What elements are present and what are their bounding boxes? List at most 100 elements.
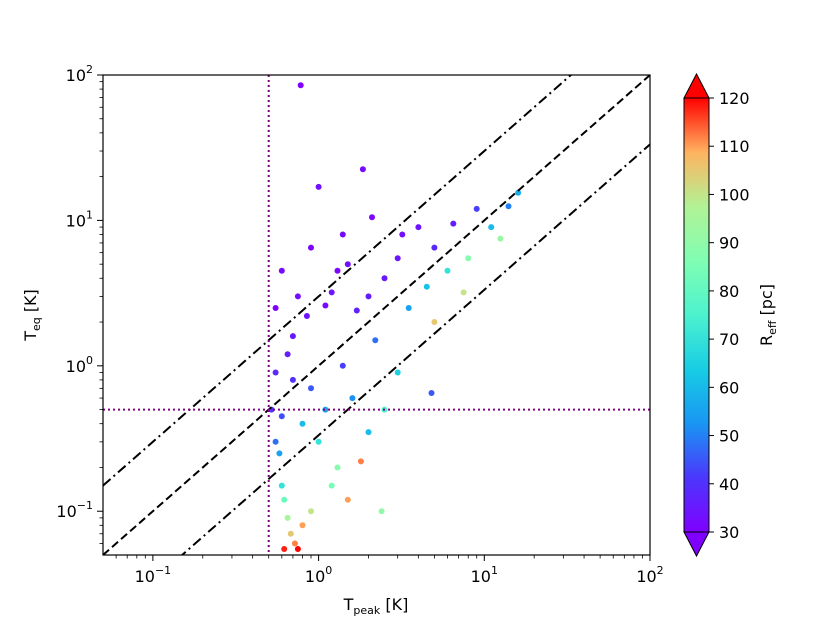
data-point xyxy=(272,438,279,445)
data-point xyxy=(281,496,288,503)
colorbar-tick-label: 70 xyxy=(719,330,739,349)
data-point xyxy=(465,255,472,262)
data-point xyxy=(344,261,351,268)
data-point xyxy=(460,289,467,296)
data-point xyxy=(291,540,298,547)
data-point xyxy=(473,205,480,212)
data-point xyxy=(369,214,375,221)
data-point xyxy=(339,362,346,369)
data-point xyxy=(299,420,306,427)
y-tick-label: 100 xyxy=(66,354,93,376)
data-point xyxy=(357,458,364,465)
data-point xyxy=(289,333,296,340)
y-axis-label: Teq [K] xyxy=(21,289,43,342)
data-point xyxy=(289,376,296,383)
data-point xyxy=(308,385,314,392)
x-tick-label: 10−1 xyxy=(135,564,172,586)
data-point xyxy=(284,351,291,358)
reference-lines xyxy=(103,75,650,555)
data-point xyxy=(378,508,385,515)
data-point xyxy=(431,244,438,251)
data-point xyxy=(450,220,457,227)
data-point xyxy=(284,514,291,521)
x-axis-ticks: 10−1 100 101 102 xyxy=(115,555,664,586)
data-point xyxy=(272,369,279,376)
data-point xyxy=(287,530,294,537)
data-point xyxy=(431,319,438,325)
data-point xyxy=(272,305,279,311)
data-point xyxy=(294,293,301,300)
data-point xyxy=(444,267,451,274)
colorbar-tick-label: 60 xyxy=(719,378,739,397)
colorbar-tick-label: 80 xyxy=(719,282,739,301)
data-point xyxy=(328,482,335,489)
data-point xyxy=(415,224,422,231)
plot-frame xyxy=(102,74,651,556)
data-point xyxy=(299,522,306,529)
data-point xyxy=(365,429,372,436)
data-point xyxy=(276,450,283,457)
data-point xyxy=(315,438,322,445)
data-point xyxy=(303,313,310,319)
data-point xyxy=(428,390,435,396)
data-point xyxy=(334,267,341,274)
data-point xyxy=(278,482,285,489)
data-point xyxy=(344,496,351,503)
colorbar-extend-top xyxy=(683,72,710,99)
data-point xyxy=(278,413,285,420)
data-point xyxy=(399,231,406,238)
data-point xyxy=(497,235,504,242)
colorbar-extend-bottom xyxy=(683,531,710,558)
data-point xyxy=(297,82,304,89)
y-tick-label: 102 xyxy=(66,63,93,85)
data-point xyxy=(488,224,495,231)
reference-line-ratio xyxy=(180,143,650,555)
data-point xyxy=(394,255,401,262)
colorbar-frame xyxy=(683,97,710,533)
data-point xyxy=(423,283,430,290)
y-axis-ticks: 10−1 100 101 102 xyxy=(56,63,103,544)
data-point xyxy=(322,406,329,413)
data-point xyxy=(308,244,314,251)
colorbar-tick-label: 50 xyxy=(719,427,739,446)
data-point xyxy=(328,289,335,296)
x-tick-label: 102 xyxy=(636,564,663,586)
colorbar: 30 40 50 60 70 80 90 100 110 120 Reff [pc] xyxy=(683,72,779,558)
colorbar-ticks: 30 40 50 60 70 80 90 100 110 120 xyxy=(709,89,750,542)
x-axis-label: Tpeak [K] xyxy=(343,595,409,617)
data-point xyxy=(308,508,314,515)
x-tick-label: 100 xyxy=(305,564,332,586)
data-point xyxy=(372,337,379,344)
colorbar-gradient xyxy=(684,98,709,532)
data-point xyxy=(505,203,512,210)
colorbar-tick-label: 110 xyxy=(719,137,750,156)
data-point xyxy=(394,369,401,376)
data-point xyxy=(315,183,322,190)
y-tick-label: 10−1 xyxy=(56,499,93,521)
data-point xyxy=(339,231,346,238)
colorbar-tick-label: 120 xyxy=(719,89,750,108)
data-point xyxy=(353,307,360,314)
data-point xyxy=(365,293,372,300)
data-point xyxy=(349,395,356,402)
data-point xyxy=(294,546,301,552)
data-point xyxy=(381,275,388,282)
x-tick-label: 101 xyxy=(471,564,498,586)
data-point xyxy=(405,305,412,311)
colorbar-tick-label: 30 xyxy=(719,523,739,542)
scatter-points xyxy=(268,82,522,552)
data-point xyxy=(278,267,285,274)
data-point xyxy=(281,546,288,552)
reference-line-ratio xyxy=(103,75,650,555)
data-point xyxy=(359,166,366,173)
data-point xyxy=(515,189,522,196)
colorbar-tick-label: 40 xyxy=(719,475,739,494)
colorbar-label: Reff [pc] xyxy=(757,284,779,346)
data-point xyxy=(322,302,329,309)
y-tick-label: 101 xyxy=(66,208,93,230)
data-point xyxy=(334,464,341,471)
colorbar-tick-label: 90 xyxy=(719,234,739,253)
colorbar-tick-label: 100 xyxy=(719,185,750,204)
reference-line-ratio xyxy=(103,75,573,487)
